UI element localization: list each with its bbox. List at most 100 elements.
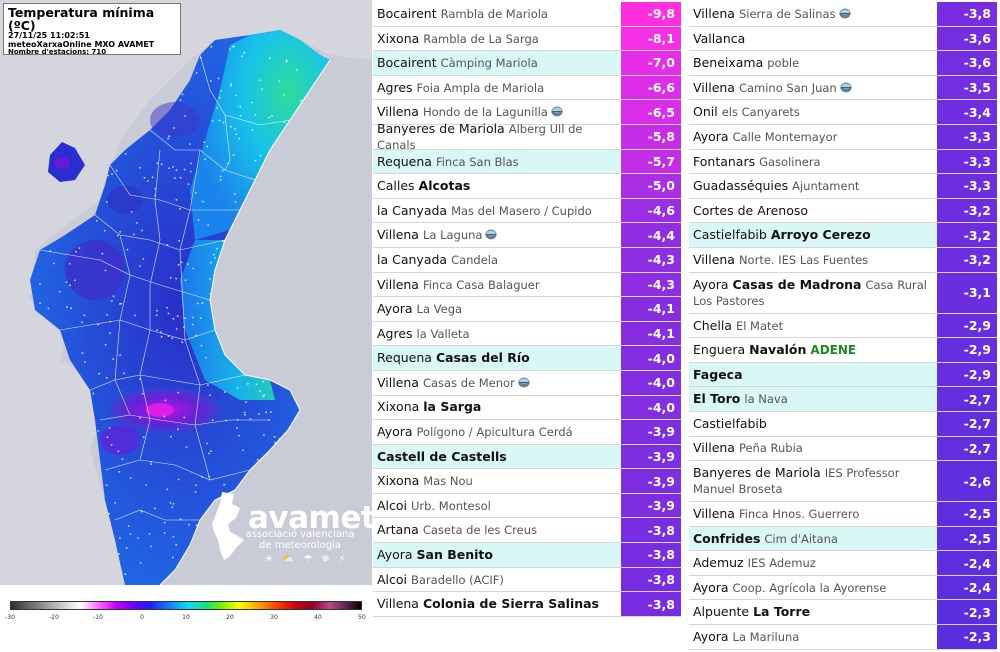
station-dot[interactable] xyxy=(47,307,50,310)
station-row[interactable]: Villena Finca Casa Balaguer -4,3 xyxy=(373,272,681,298)
station-dot[interactable] xyxy=(177,391,180,394)
station-row[interactable]: Bocairent Rambla de Mariola -9,8 xyxy=(373,2,681,27)
station-row[interactable]: Alcoi Urb. Montesol -3,9 xyxy=(373,493,681,519)
station-dot[interactable] xyxy=(81,321,83,324)
station-dot[interactable] xyxy=(230,83,233,86)
station-row[interactable]: El Toro la Nava -2,7 xyxy=(689,387,997,412)
station-dot[interactable] xyxy=(241,55,243,58)
station-dot[interactable] xyxy=(184,317,186,319)
station-dot[interactable] xyxy=(180,261,183,264)
station-dot[interactable] xyxy=(278,80,281,83)
station-dot[interactable] xyxy=(142,258,145,260)
station-dot[interactable] xyxy=(108,427,111,429)
station-dot[interactable] xyxy=(268,116,271,119)
station-dot[interactable] xyxy=(154,194,157,197)
station-dot[interactable] xyxy=(204,158,207,161)
station-dot[interactable] xyxy=(239,105,242,108)
station-dot[interactable] xyxy=(184,279,187,282)
station-dot[interactable] xyxy=(209,394,212,397)
station-row[interactable]: Calles Alcotas -5,0 xyxy=(373,174,681,199)
station-dot[interactable] xyxy=(141,229,143,232)
station-dot[interactable] xyxy=(181,93,184,96)
station-row[interactable]: Ayora Casas de Madrona Casa Rural Los Pa… xyxy=(689,272,997,314)
station-dot[interactable] xyxy=(183,326,185,329)
station-dot[interactable] xyxy=(216,247,218,250)
station-dot[interactable] xyxy=(265,411,268,414)
station-dot[interactable] xyxy=(175,198,178,201)
station-dot[interactable] xyxy=(206,145,209,148)
station-dot[interactable] xyxy=(216,107,219,109)
station-dot[interactable] xyxy=(249,418,252,420)
station-dot[interactable] xyxy=(69,284,71,287)
station-dot[interactable] xyxy=(177,428,179,431)
station-dot[interactable] xyxy=(220,89,222,92)
station-row[interactable]: Ayora Coop. Agrícola la Ayorense -2,4 xyxy=(689,575,997,601)
station-dot[interactable] xyxy=(188,523,190,526)
station-dot[interactable] xyxy=(111,300,113,302)
station-dot[interactable] xyxy=(197,302,199,305)
station-dot[interactable] xyxy=(203,141,206,144)
station-row[interactable]: Alcoi Baradello (ACIF) -3,8 xyxy=(373,567,681,593)
station-dot[interactable] xyxy=(171,506,174,509)
station-dot[interactable] xyxy=(232,45,234,48)
station-dot[interactable] xyxy=(154,507,156,510)
station-dot[interactable] xyxy=(219,179,222,181)
station-dot[interactable] xyxy=(150,460,152,463)
station-dot[interactable] xyxy=(163,415,166,418)
station-dot[interactable] xyxy=(271,115,273,117)
station-dot[interactable] xyxy=(201,476,204,478)
station-dot[interactable] xyxy=(190,162,193,165)
station-dot[interactable] xyxy=(243,51,246,54)
station-row[interactable]: Vallanca -3,6 xyxy=(689,26,997,52)
station-dot[interactable] xyxy=(187,183,190,186)
station-dot[interactable] xyxy=(183,416,186,419)
station-dot[interactable] xyxy=(103,229,106,232)
station-dot[interactable] xyxy=(143,176,146,179)
station-dot[interactable] xyxy=(189,170,192,173)
station-dot[interactable] xyxy=(228,48,231,50)
station-dot[interactable] xyxy=(268,419,271,421)
station-row[interactable]: Ayora San Benito -3,8 xyxy=(373,543,681,568)
station-dot[interactable] xyxy=(107,174,109,177)
station-dot[interactable] xyxy=(259,154,262,157)
station-row[interactable]: Xixona Rambla de La Sarga -8,1 xyxy=(373,26,681,52)
station-dot[interactable] xyxy=(139,166,142,169)
station-dot[interactable] xyxy=(192,323,194,326)
station-row[interactable]: Onil els Canyarets -3,4 xyxy=(689,100,997,125)
station-dot[interactable] xyxy=(175,543,178,546)
station-dot[interactable] xyxy=(92,392,95,395)
station-row[interactable]: Ayora La Mariluna -2,3 xyxy=(689,625,997,650)
station-dot[interactable] xyxy=(135,222,138,224)
station-row[interactable]: Villena Finca Hnos. Guerrero -2,5 xyxy=(689,502,997,527)
station-dot[interactable] xyxy=(126,248,129,251)
station-dot[interactable] xyxy=(243,411,246,414)
station-dot[interactable] xyxy=(111,173,113,176)
station-dot[interactable] xyxy=(109,320,112,323)
station-dot[interactable] xyxy=(105,376,108,379)
station-row[interactable]: Xixona Mas Nou -3,9 xyxy=(373,469,681,494)
station-dot[interactable] xyxy=(138,265,141,267)
station-row[interactable]: Fontanars Gasolinera -3,3 xyxy=(689,149,997,175)
station-dot[interactable] xyxy=(78,247,81,250)
station-dot[interactable] xyxy=(156,329,159,331)
station-dot[interactable] xyxy=(179,207,181,210)
station-dot[interactable] xyxy=(148,533,151,535)
station-dot[interactable] xyxy=(233,192,236,195)
station-dot[interactable] xyxy=(173,127,176,129)
station-dot[interactable] xyxy=(223,391,226,393)
station-dot[interactable] xyxy=(181,341,184,344)
station-dot[interactable] xyxy=(83,314,86,317)
station-row[interactable]: Villena Peña Rubia -2,7 xyxy=(689,436,997,462)
station-row[interactable]: Villena Colonia de Sierra Salinas -3,8 xyxy=(373,592,681,617)
station-dot[interactable] xyxy=(66,306,68,309)
station-dot[interactable] xyxy=(125,547,128,549)
station-row[interactable]: Castielfabib -2,7 xyxy=(689,411,997,437)
station-dot[interactable] xyxy=(133,233,135,236)
station-dot[interactable] xyxy=(207,224,210,227)
station-dot[interactable] xyxy=(139,417,142,419)
station-dot[interactable] xyxy=(199,56,202,59)
station-dot[interactable] xyxy=(119,231,121,233)
station-row[interactable]: Castell de Castells -3,9 xyxy=(373,444,681,470)
station-dot[interactable] xyxy=(110,444,113,446)
station-dot[interactable] xyxy=(166,488,169,491)
